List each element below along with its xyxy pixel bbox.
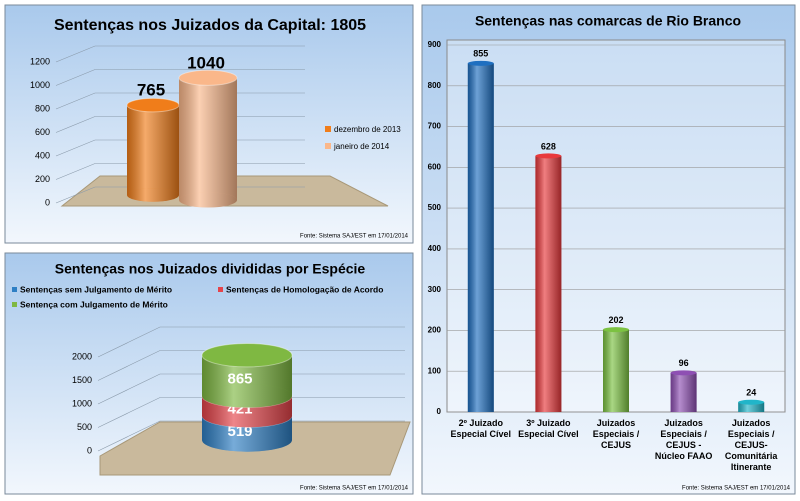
value-label: 1040 — [187, 53, 225, 72]
legend-label: Sentenças de Homologação de Acordo — [226, 284, 383, 294]
grid-line — [97, 397, 405, 428]
cylinder-bottom-shade — [202, 384, 292, 408]
cylinder-top — [126, 97, 180, 113]
cylinder-shade — [127, 105, 179, 195]
cylinder-shade — [179, 77, 237, 200]
cylinder-top — [201, 342, 293, 368]
chart-title: Sentenças nos Juizados divididas por Esp… — [55, 261, 366, 277]
y-tick-label: 600 — [428, 162, 442, 171]
legend-label: Sentenças sem Julgamento de Mérito — [20, 284, 172, 294]
y-tick-label: 400 — [428, 244, 442, 253]
bar-top — [467, 60, 494, 66]
source-note: Fonte: Sistema SAJ/EST em 17/01/2014 — [300, 234, 409, 240]
grid-line — [97, 326, 405, 358]
value-label: 765 — [137, 81, 165, 100]
y-tick-label: 2000 — [72, 351, 92, 361]
y-tick-label: 500 — [428, 203, 442, 212]
legend-label: janeiro de 2014 — [333, 142, 390, 151]
cylinder-bottom-shade — [202, 428, 292, 452]
y-tick-label: 300 — [428, 285, 442, 294]
legend-label: Sentença com Julgamento de Mérito — [20, 299, 168, 309]
chart-title: Sentenças nas comarcas de Rio Branco — [475, 13, 741, 29]
y-tick-label: 800 — [428, 81, 442, 90]
y-tick-label: 0 — [437, 407, 442, 416]
y-tick-label: 200 — [35, 174, 50, 184]
legend-swatch — [12, 287, 17, 292]
chart-title: Sentenças nos Juizados da Capital: 1805 — [54, 17, 366, 34]
bar-shade — [535, 155, 562, 412]
x-tick-label: Juizados Especiais / CEJUS — [592, 418, 640, 450]
legend-swatch — [325, 126, 331, 132]
y-tick-label: 0 — [87, 445, 92, 455]
y-tick-label: 1000 — [72, 398, 92, 408]
y-tick-label: 100 — [428, 366, 442, 375]
y-tick-label: 1200 — [30, 56, 50, 66]
value-label: 202 — [608, 315, 623, 325]
legend-label: dezembro de 2013 — [334, 125, 401, 134]
x-tick-label: Juizados Especiais / CEJUS- Comunitária … — [724, 418, 778, 472]
grid-line — [97, 373, 405, 405]
value-label: 628 — [541, 141, 556, 151]
y-tick-label: 400 — [35, 150, 50, 160]
x-tick-label: Juizados Especiais / CEJUS - Núcleo FAAO — [654, 418, 713, 461]
x-tick-label: 2º Juizado Especial Cível — [450, 418, 512, 439]
legend-swatch — [325, 143, 331, 149]
cylinder-bottom-shade — [202, 403, 292, 428]
cylinder-bottom-shade — [127, 188, 179, 202]
grid-line — [55, 69, 305, 86]
y-tick-label: 500 — [77, 422, 92, 432]
bar-top — [670, 370, 697, 376]
y-tick-label: 200 — [428, 326, 442, 335]
legend-swatch — [12, 302, 17, 307]
y-tick-label: 900 — [428, 40, 442, 49]
y-tick-label: 1000 — [30, 80, 50, 90]
grid-line — [55, 45, 305, 63]
grid-line — [97, 420, 405, 452]
value-label: 24 — [746, 388, 756, 398]
legend-swatch — [218, 287, 223, 292]
value-label: 96 — [679, 358, 689, 368]
bar-top — [535, 153, 562, 159]
bar-shade — [738, 402, 765, 412]
cylinder-top — [178, 69, 238, 86]
value-label: 855 — [473, 49, 488, 59]
value-label: 865 — [227, 370, 252, 387]
y-tick-label: 800 — [35, 103, 50, 113]
bar-top — [738, 399, 765, 405]
y-tick-label: 0 — [45, 197, 50, 207]
bar-top — [603, 327, 629, 333]
y-tick-label: 700 — [428, 122, 442, 131]
bar-shade — [603, 329, 629, 412]
y-tick-label: 600 — [35, 127, 50, 137]
x-tick-label: 3º Juizado Especial Cível — [518, 418, 579, 439]
grid-line — [97, 350, 405, 381]
bar-shade — [670, 372, 697, 412]
bar-shade — [467, 63, 494, 412]
y-tick-label: 1500 — [72, 375, 92, 385]
source-note: Fonte: Sistema SAJ/EST em 17/01/2014 — [682, 486, 791, 492]
cylinder-bottom-shade — [179, 192, 237, 208]
source-note: Fonte: Sistema SAJ/EST em 17/01/2014 — [300, 486, 409, 492]
